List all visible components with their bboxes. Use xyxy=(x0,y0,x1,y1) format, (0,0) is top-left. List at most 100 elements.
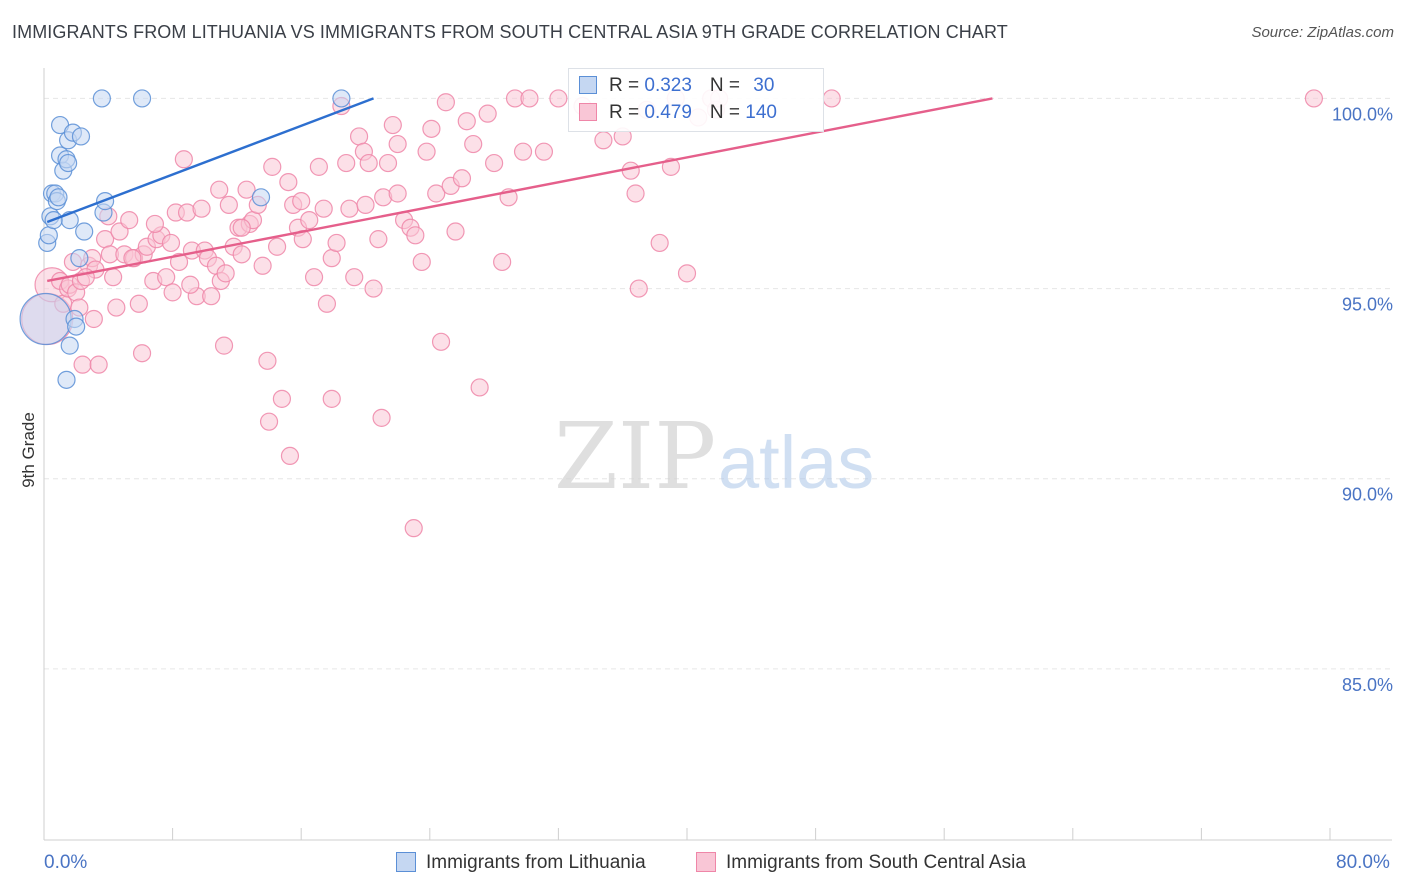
south-central-asia-point xyxy=(478,104,497,123)
south-central-asia-point xyxy=(513,142,533,161)
south-central-asia-point xyxy=(317,294,337,313)
bottom-legend: Immigrants from Lithuania Immigrants fro… xyxy=(0,852,1406,878)
south-central-asia-point xyxy=(129,294,148,313)
south-central-asia-point xyxy=(369,230,388,249)
lithuania-point xyxy=(132,89,152,108)
south-central-asia-point xyxy=(263,157,282,176)
south-central-asia-point xyxy=(594,131,613,150)
south-central-asia-point xyxy=(192,199,211,218)
south-central-asia-point xyxy=(104,268,123,287)
south-central-asia-point xyxy=(89,355,108,374)
y-tick-labels: 100.0% 95.0% 90.0% 85.0% xyxy=(1332,104,1393,694)
south-central-asia-point xyxy=(626,184,645,203)
south-central-asia-point xyxy=(364,279,383,298)
south-central-asia-point xyxy=(327,233,346,253)
x-axis-max-label: 80.0% xyxy=(1336,852,1390,873)
south-central-asia-point xyxy=(216,264,235,283)
south-central-asia-point xyxy=(340,199,359,218)
watermark-zip: ZIP xyxy=(554,403,716,510)
south-central-asia-point xyxy=(378,153,398,173)
legend-r-label: R = xyxy=(609,75,645,96)
south-central-asia-point xyxy=(84,309,103,329)
legend-n-value: 30 xyxy=(753,75,775,96)
source-label: Source: ZipAtlas.com xyxy=(1251,24,1394,41)
lithuania-point xyxy=(67,317,86,336)
legend-row-south-central-asia: R = 0.479 N = 140 xyxy=(579,102,777,126)
south-central-asia-point xyxy=(359,153,378,173)
lithuania-point xyxy=(60,336,79,355)
lithuania-point xyxy=(57,370,76,389)
south-central-asia-point xyxy=(107,298,126,317)
x-axis-min-label: 0.0% xyxy=(44,852,88,873)
south-central-asia-point xyxy=(457,112,476,131)
south-central-asia-point xyxy=(388,134,407,154)
south-central-asia-point xyxy=(1304,89,1324,108)
south-central-asia-point xyxy=(337,153,356,173)
south-central-asia-point xyxy=(157,268,176,287)
watermark: ZIP atlas xyxy=(554,403,874,510)
south-central-asia-point xyxy=(629,279,648,298)
south-central-asia-point xyxy=(304,268,324,287)
watermark-atlas: atlas xyxy=(718,421,874,504)
south-central-asia-point xyxy=(132,344,152,363)
legend-n-label: N = xyxy=(709,75,746,96)
south-central-asia-point xyxy=(822,89,841,108)
south-central-asia-point xyxy=(174,150,193,169)
south-central-asia-point xyxy=(452,169,472,188)
bottom-legend-swatch-blue xyxy=(396,852,416,872)
south-central-asia-point xyxy=(210,180,229,199)
lithuania-point xyxy=(92,89,111,108)
y-axis-title: 9th Grade xyxy=(19,412,38,488)
south-central-asia-point xyxy=(123,249,142,268)
bottom-legend-label: Immigrants from Lithuania xyxy=(426,852,646,873)
south-central-asia-point xyxy=(427,184,446,203)
south-central-asia-point xyxy=(202,287,221,306)
south-central-asia-point xyxy=(436,93,455,112)
y-tick-label: 95.0% xyxy=(1342,295,1393,315)
south-central-asia-point xyxy=(309,157,328,176)
south-central-asia-point xyxy=(549,89,568,108)
south-central-asia-point xyxy=(279,172,298,192)
south-central-asia-point xyxy=(431,332,451,351)
bottom-legend-south-central-asia: Immigrants from South Central Asia xyxy=(696,852,1026,874)
south-central-asia-point xyxy=(120,211,139,230)
lithuania-point xyxy=(70,249,89,268)
legend-row-lithuania: R = 0.323 N = 30 xyxy=(579,75,774,99)
south-central-asia-point xyxy=(300,211,319,230)
y-tick-label: 100.0% xyxy=(1332,104,1393,124)
south-central-asia-point xyxy=(314,199,333,218)
south-central-asia-point xyxy=(356,195,375,215)
south-central-asia-point xyxy=(181,275,200,294)
south-central-asia-point xyxy=(280,446,300,466)
legend-swatch-blue xyxy=(579,76,597,94)
legend-r-value: 0.323 xyxy=(644,75,692,96)
south-central-asia-point xyxy=(253,256,272,275)
lithuania-point xyxy=(19,292,72,346)
south-central-asia-point xyxy=(485,153,504,173)
south-central-asia-point xyxy=(237,180,256,199)
south-central-asia-point xyxy=(621,161,640,180)
bottom-legend-label: Immigrants from South Central Asia xyxy=(726,852,1026,873)
lithuania-trend-line xyxy=(46,97,374,224)
legend-r-value: 0.479 xyxy=(644,102,692,123)
lithuania-point xyxy=(59,153,78,173)
legend-r-label: R = xyxy=(609,102,645,123)
south-central-asia-point xyxy=(145,214,165,234)
chart-title: IMMIGRANTS FROM LITHUANIA VS IMMIGRANTS … xyxy=(12,22,1008,42)
south-central-asia-point xyxy=(446,222,465,241)
bottom-legend-lithuania: Immigrants from Lithuania xyxy=(396,852,646,874)
south-central-asia-point xyxy=(406,226,425,245)
south-central-asia-point xyxy=(161,233,181,253)
y-tick-label: 90.0% xyxy=(1342,485,1393,505)
correlation-legend: R = 0.323 N = 30 R = 0.479 N = 140 xyxy=(568,68,824,132)
south-central-asia-point xyxy=(493,252,512,272)
south-central-asia-point xyxy=(412,252,431,272)
south-central-asia-point xyxy=(232,245,251,264)
south-central-asia-point xyxy=(219,195,238,215)
bottom-legend-swatch-pink xyxy=(696,852,716,872)
south-central-asia-point xyxy=(322,249,341,268)
south-central-asia-point xyxy=(520,89,539,108)
lithuania-point xyxy=(49,188,68,207)
south-central-asia-point xyxy=(163,283,182,302)
